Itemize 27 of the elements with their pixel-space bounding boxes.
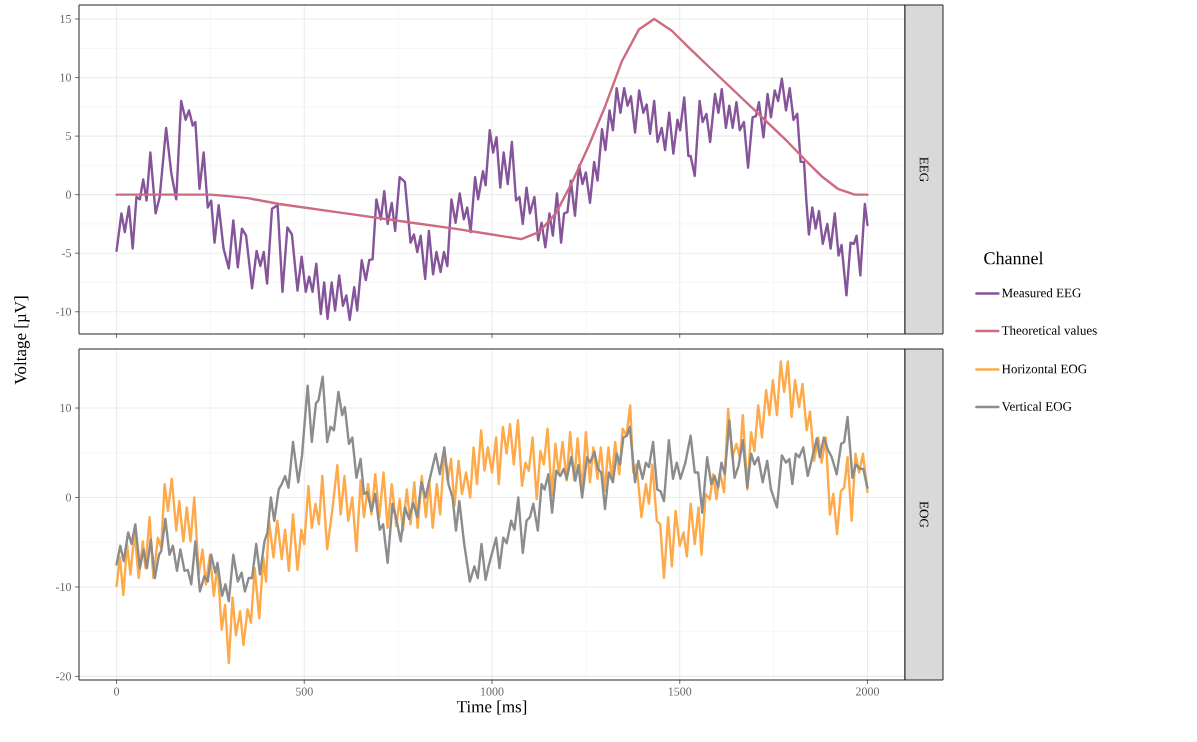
y-tick-label: -20 bbox=[55, 672, 72, 681]
x-tick-label: 1000 bbox=[481, 687, 504, 696]
x-tick-label: 1500 bbox=[668, 687, 692, 696]
y2-axis-title: EOG bbox=[919, 501, 929, 528]
legend-title: Channel bbox=[984, 251, 1044, 265]
legend-label: Vertical EOG bbox=[1001, 401, 1072, 411]
x-tick-label: 2000 bbox=[855, 687, 880, 696]
y-tick-label: -10 bbox=[55, 582, 72, 592]
x-tick-label: 0 bbox=[114, 687, 120, 696]
y-tick-label: 0 bbox=[65, 190, 72, 199]
y-tick-label: 15 bbox=[60, 15, 72, 24]
legend-label: Theoretical values bbox=[1001, 325, 1097, 335]
y-axis-title: Voltage [µV] bbox=[14, 296, 30, 385]
y-tick-label: -10 bbox=[55, 307, 72, 316]
legend-label: Horizontal EOG bbox=[1001, 364, 1087, 374]
y-tick-label: 10 bbox=[60, 403, 72, 413]
y-tick-label: 10 bbox=[60, 73, 72, 82]
x-axis-title: Time [ms] bbox=[456, 700, 527, 715]
x-tick-label: 500 bbox=[295, 687, 313, 696]
legend-label: Measured EEG bbox=[1001, 288, 1081, 298]
line-series bbox=[115, 77, 869, 322]
y-tick-label: 0 bbox=[65, 493, 72, 502]
line-series bbox=[115, 375, 869, 603]
y-tick-label: -5 bbox=[61, 249, 72, 258]
y-tick-label: 5 bbox=[66, 132, 72, 141]
y2-axis-title: EEG bbox=[919, 157, 929, 182]
line-series bbox=[115, 360, 869, 665]
